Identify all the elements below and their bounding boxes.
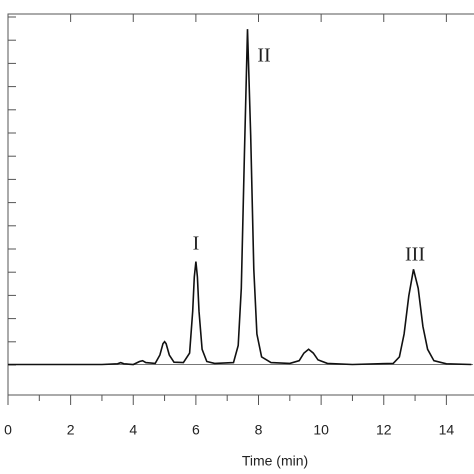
plot-frame: [7, 13, 474, 396]
peak-label: I: [193, 233, 200, 255]
x-tick-label: 2: [67, 422, 75, 438]
x-axis-label: Time (min): [242, 453, 308, 469]
x-tick-label: 0: [4, 422, 12, 438]
peak-label: III: [405, 244, 425, 266]
x-tick-label: 14: [439, 422, 455, 438]
x-tick-label: 8: [255, 422, 263, 438]
x-tick-label: 6: [192, 422, 200, 438]
peak-label: II: [257, 45, 270, 67]
x-tick-label: 10: [313, 422, 329, 438]
chromatogram-line: [8, 29, 472, 366]
x-tick-label: 12: [376, 422, 392, 438]
x-tick-label: 4: [129, 422, 137, 438]
